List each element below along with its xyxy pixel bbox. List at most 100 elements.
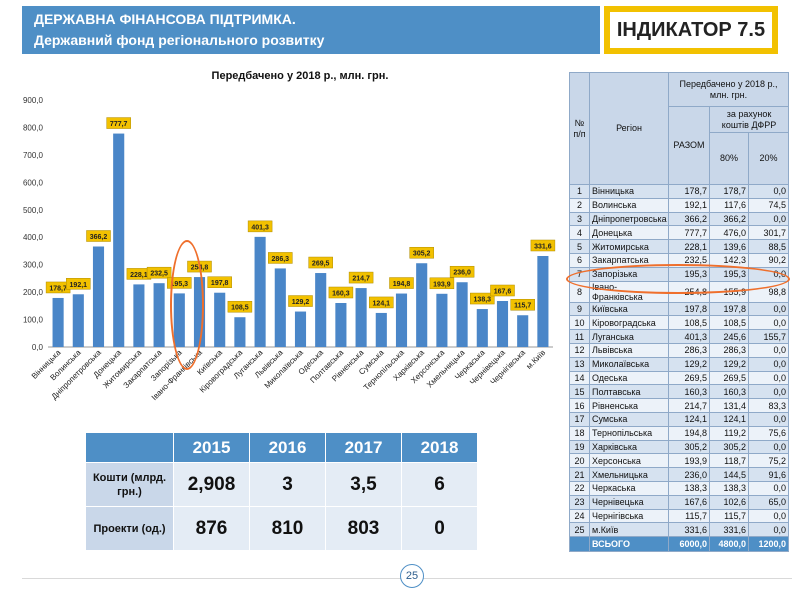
region-20: 0,0 [747,301,790,317]
region-20: 75,6 [747,425,790,441]
region-num: 13 [569,356,590,372]
page-number: 25 [400,564,424,588]
stats-value: 2,908 [173,462,250,507]
region-row: 2 Волинська 192,1 117,6 74,5 [569,197,790,213]
region-total: 193,9 [668,453,710,469]
region-name: Вінницька [589,184,669,199]
region-row: 16 Рівненська 214,7 131,4 83,3 [569,398,790,413]
region-80: 197,8 [709,301,749,317]
region-row: 4 Донецька 777,7 476,0 301,7 [569,225,790,241]
region-num: 4 [569,225,590,241]
region-num: 6 [569,252,590,268]
data-label-box [308,256,333,269]
region-80: 286,3 [709,342,749,358]
y-tick-label: 400,0 [23,233,44,242]
total-num-cell [569,536,590,553]
stats-value: 876 [173,506,250,551]
region-row: 25 м.Київ 331,6 331,6 0,0 [569,522,790,538]
region-num: 17 [569,411,590,427]
region-total: 124,1 [668,411,710,427]
data-label: 366,2 [90,234,108,241]
data-label-box [389,277,414,289]
bar [113,133,125,347]
banner-title: ДЕРЖАВНА ФІНАНСОВА ПІДТРИМКА. [34,11,296,27]
region-total: 401,3 [668,329,710,344]
data-label-box [348,271,374,284]
bar [72,294,84,347]
region-num: 2 [569,197,590,213]
region-name: Харківська [589,439,669,455]
indicator-label: ІНДИКАТОР 7.5 [610,12,772,48]
region-80: 117,6 [709,197,749,213]
col-80-header: 80% [709,132,749,185]
bar [234,317,246,347]
region-80: 115,7 [709,508,749,524]
region-20: 0,0 [747,480,790,496]
data-label: 401,3 [251,224,269,231]
total-sum: 6000,0 [668,536,710,553]
data-label: 124,1 [373,300,391,307]
data-label: 331,6 [534,243,552,250]
region-name: Кіровоградська [589,315,669,331]
data-label: 160,3 [332,291,350,298]
region-80: 305,2 [709,439,749,455]
y-tick-label: 900,0 [23,96,44,105]
stats-header-row: 2015 2016 2017 2018 [85,432,478,463]
region-row: 1 Вінницька 178,7 178,7 0,0 [569,184,790,199]
region-80: 118,7 [709,453,749,469]
region-row: 20 Херсонська 193,9 118,7 75,2 [569,453,790,469]
region-row: 13 Миколаївська 129,2 129,2 0,0 [569,356,790,372]
region-80: 476,0 [709,225,749,241]
region-row: 12 Львівська 286,3 286,3 0,0 [569,342,790,358]
region-20: 0,0 [747,411,790,427]
region-name: Миколаївська [589,356,669,372]
data-label: 777,7 [110,121,128,128]
region-row: 24 Чернігівська 115,7 115,7 0,0 [569,508,790,524]
region-80: 269,5 [709,370,749,386]
data-label-box [227,300,253,313]
y-tick-label: 100,0 [23,316,44,325]
region-20: 301,7 [747,225,790,241]
bar [214,292,226,347]
stats-row-label: Проекти (од.) [85,506,174,551]
stats-year: 2018 [401,432,478,463]
region-20: 0,0 [747,508,790,524]
y-tick-label: 700,0 [23,151,44,160]
region-80: 331,6 [709,522,749,538]
data-label: 236,0 [453,270,471,277]
region-20: 0,0 [747,211,790,227]
region-name: Полтавська [589,384,669,400]
bar [294,311,307,347]
region-total: 160,3 [668,384,710,400]
region-total: 228,1 [668,239,710,254]
region-name: Львівська [589,342,669,358]
data-label: 108,5 [231,305,249,312]
data-label: 305,2 [413,251,431,258]
total-label: ВСЬОГО [589,536,669,553]
data-label: 192,1 [70,282,88,289]
data-label-box [409,246,434,259]
data-label-box [530,239,556,252]
stats-corner-cell [85,432,174,463]
region-total: 197,8 [668,301,710,317]
region-total: 167,6 [668,494,710,510]
bar [355,288,367,347]
region-total: 178,7 [668,184,710,199]
region-80: 139,6 [709,239,749,254]
stats-value: 3 [249,462,326,507]
region-20: 0,0 [747,356,790,372]
region-row: 17 Сумська 124,1 124,1 0,0 [569,411,790,427]
bar [52,297,64,347]
data-label: 228,1 [130,272,148,279]
bar [274,268,286,347]
region-total: 286,3 [668,342,710,358]
bar [537,255,549,347]
total-20: 1200,0 [747,536,790,553]
data-label-box [146,266,172,279]
data-label-box [449,265,475,278]
funding-stats-table: 2015 2016 2017 2018 Кошти (млрд. грн.) 2… [85,432,478,551]
data-label-box [288,295,313,307]
stats-row-projects: Проекти (од.) 876 810 803 0 [85,506,478,551]
data-label-box [207,276,232,288]
region-name: Дніпропетровська [589,211,669,227]
